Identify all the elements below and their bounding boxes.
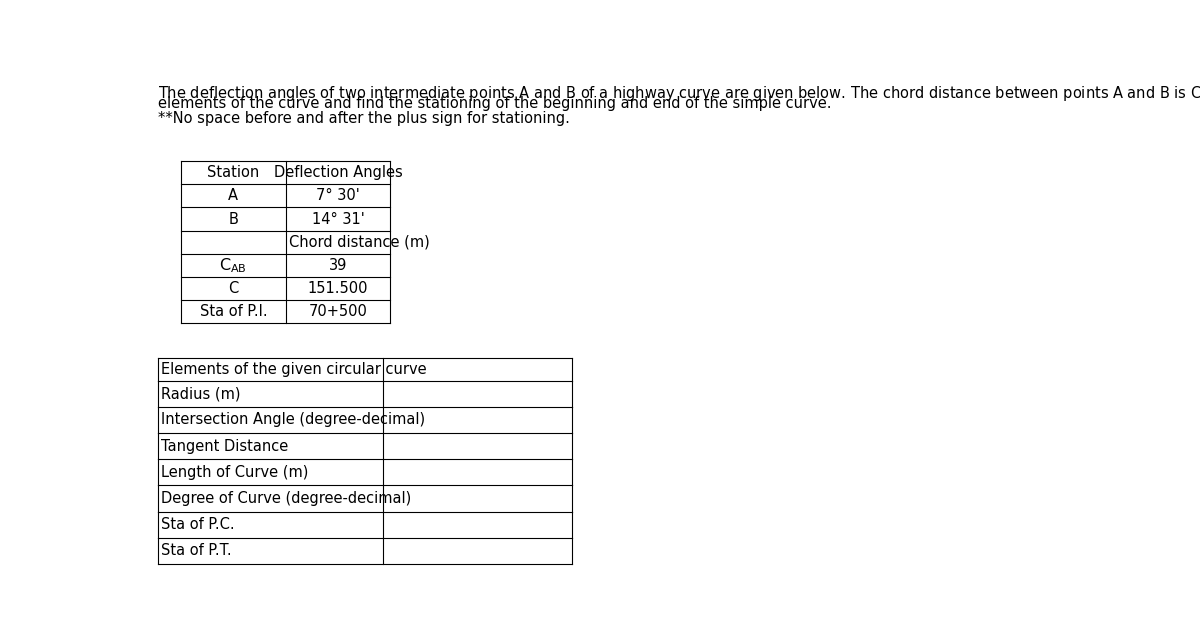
Text: Sta of P.C.: Sta of P.C. (161, 517, 234, 532)
Text: C: C (228, 281, 239, 296)
Text: Degree of Curve (degree-decimal): Degree of Curve (degree-decimal) (161, 491, 412, 506)
Text: Length of Curve (m): Length of Curve (m) (161, 465, 308, 480)
Text: 70+500: 70+500 (308, 304, 367, 319)
Text: B: B (228, 212, 239, 226)
Text: Deflection Angles: Deflection Angles (274, 165, 402, 181)
Text: Radius (m): Radius (m) (161, 386, 240, 401)
Text: Sta of P.T.: Sta of P.T. (161, 544, 232, 558)
Text: A: A (228, 188, 239, 204)
Text: 14° 31': 14° 31' (312, 212, 365, 226)
Text: Elements of the given circular curve: Elements of the given circular curve (161, 362, 426, 376)
Text: 151.500: 151.500 (307, 281, 368, 296)
Text: **No space before and after the plus sign for stationing.: **No space before and after the plus sig… (157, 111, 570, 126)
Text: Chord distance (m): Chord distance (m) (289, 235, 430, 249)
Text: 39: 39 (329, 258, 347, 272)
Text: Sta of P.I.: Sta of P.I. (199, 304, 268, 319)
Text: The deflection angles of two intermediate points A and B of a highway curve are : The deflection angles of two intermediat… (157, 84, 1200, 103)
Text: 7° 30': 7° 30' (316, 188, 360, 204)
Text: elements of the curve and find the stationing of the beginning and end of the si: elements of the curve and find the stati… (157, 96, 832, 111)
Text: C$_\mathregular{AB}$: C$_\mathregular{AB}$ (220, 256, 247, 274)
Text: Station: Station (208, 165, 259, 181)
Text: Intersection Angle (degree-decimal): Intersection Angle (degree-decimal) (161, 413, 425, 427)
Text: Tangent Distance: Tangent Distance (161, 439, 288, 454)
